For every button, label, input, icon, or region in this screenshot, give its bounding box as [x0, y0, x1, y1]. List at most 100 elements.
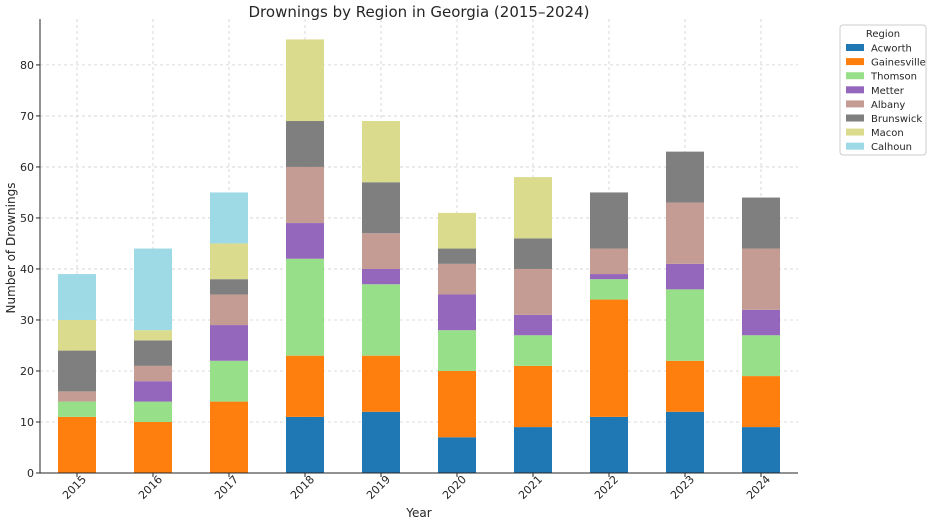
- bar-segment-metter-2022: [590, 274, 628, 280]
- bar-segment-macon-2019: [362, 121, 400, 183]
- y-tick-label: 80: [20, 59, 34, 72]
- legend-label-macon: Macon: [871, 128, 904, 139]
- bar-segment-acworth-2024: [742, 427, 780, 473]
- bar-segment-albany-2023: [666, 202, 704, 264]
- legend-label-albany: Albany: [871, 100, 905, 111]
- bar-segment-metter-2016: [134, 381, 172, 402]
- bar-segment-albany-2016: [134, 365, 172, 382]
- x-tick-label-2016: 2016: [136, 473, 165, 502]
- legend-title: Region: [866, 29, 900, 40]
- y-axis-label: Number of Drownings: [4, 183, 18, 314]
- bar-segment-acworth-2019: [362, 411, 400, 473]
- legend-label-acworth: Acworth: [871, 44, 912, 55]
- bar-segment-thomson-2018: [286, 258, 324, 356]
- y-ticks: 0 10 20 30 40 50 60 70 80: [20, 59, 40, 480]
- x-tick-label-2019: 2019: [364, 473, 393, 502]
- bar-segment-albany-2018: [286, 166, 324, 224]
- bar-segment-albany-2021: [514, 268, 552, 315]
- bar-segment-brunswick-2016: [134, 340, 172, 366]
- bar-segment-gainesville-2024: [742, 376, 780, 428]
- bar-segment-albany-2015: [58, 391, 96, 402]
- bar-segment-acworth-2022: [590, 416, 628, 473]
- legend-label-calhoun: Calhoun: [871, 142, 912, 153]
- bar-segment-brunswick-2017: [210, 279, 248, 295]
- bar-segment-calhoun-2015: [58, 274, 96, 320]
- bar-segment-thomson-2020: [438, 330, 476, 371]
- bar-segment-brunswick-2023: [666, 151, 704, 203]
- y-tick-label: 50: [20, 212, 34, 225]
- chart-title: Drownings by Region in Georgia (2015–202…: [249, 3, 590, 21]
- bar-segment-gainesville-2021: [514, 365, 552, 428]
- bar-segment-macon-2016: [134, 330, 172, 341]
- bar-segment-albany-2022: [590, 248, 628, 275]
- legend-swatch-acworth: [846, 44, 864, 51]
- bar-segment-acworth-2023: [666, 411, 704, 473]
- bar-segment-metter-2017: [210, 325, 248, 361]
- y-tick-label: 0: [27, 467, 34, 480]
- bar-segment-macon-2020: [438, 212, 476, 249]
- bar-segment-brunswick-2020: [438, 248, 476, 264]
- bar-segment-calhoun-2017: [210, 192, 248, 244]
- bar-segment-metter-2023: [666, 263, 704, 290]
- legend-swatch-thomson: [846, 72, 864, 80]
- legend-frame: [839, 24, 927, 156]
- bar-segment-thomson-2023: [666, 289, 704, 361]
- bar-segment-metter-2024: [742, 309, 780, 336]
- y-tick-label: 60: [20, 161, 34, 174]
- bar-segment-brunswick-2021: [514, 238, 552, 269]
- x-tick-label-2021: 2021: [516, 473, 545, 502]
- bar-segment-thomson-2016: [134, 401, 172, 422]
- bar-segment-brunswick-2015: [58, 350, 96, 392]
- bar-segment-gainesville-2016: [134, 421, 172, 473]
- x-tick-label-2015: 2015: [60, 473, 89, 502]
- y-tick-label: 40: [20, 263, 34, 276]
- bar-segment-gainesville-2022: [590, 299, 628, 417]
- bar-segment-gainesville-2019: [362, 355, 400, 412]
- legend-swatch-macon: [846, 128, 864, 136]
- bar-segment-thomson-2022: [590, 279, 628, 300]
- x-ticks: 2015 2016 2017 2018 2019 2020 2021 2022 2023 2024: [60, 473, 773, 502]
- legend-label-thomson: Thomson: [870, 72, 917, 83]
- bar-segment-calhoun-2016: [134, 248, 172, 331]
- y-tick-label: 70: [20, 110, 34, 123]
- x-tick-label-2024: 2024: [744, 473, 773, 502]
- legend-swatch-metter: [846, 86, 864, 94]
- bar-segment-gainesville-2020: [438, 370, 476, 438]
- x-tick-label-2018: 2018: [288, 473, 317, 502]
- legend-swatch-brunswick: [846, 114, 864, 122]
- axes: [39, 19, 798, 474]
- bar-segment-albany-2024: [742, 248, 780, 310]
- bar-segment-brunswick-2019: [362, 182, 400, 234]
- y-tick-label: 10: [20, 416, 34, 429]
- bar-segment-albany-2019: [362, 233, 400, 269]
- bar-segment-metter-2018: [286, 223, 324, 259]
- legend-label-metter: Metter: [871, 86, 905, 97]
- bar-segment-thomson-2021: [514, 335, 552, 366]
- bar-segment-metter-2020: [438, 294, 476, 331]
- bar-segment-gainesville-2023: [666, 360, 704, 412]
- y-tick-label: 20: [20, 365, 34, 378]
- bar-segment-albany-2020: [438, 263, 476, 295]
- bar-segment-metter-2019: [362, 268, 400, 285]
- bar-segment-thomson-2024: [742, 335, 780, 377]
- bar-segment-brunswick-2018: [286, 121, 324, 167]
- legend-swatch-calhoun: [846, 142, 864, 150]
- legend-label-brunswick: Brunswick: [871, 114, 922, 125]
- bar-segment-macon-2017: [210, 243, 248, 280]
- bar-segment-thomson-2015: [58, 401, 96, 417]
- bar-segment-macon-2021: [514, 177, 552, 239]
- legend: Region Acworth Gainesville Thomson Metter Al…: [839, 24, 927, 156]
- bar-segment-gainesville-2017: [210, 401, 248, 473]
- x-tick-label-2022: 2022: [592, 473, 621, 502]
- bar-segment-gainesville-2015: [58, 416, 96, 473]
- bar-segment-thomson-2017: [210, 360, 248, 402]
- x-tick-label-2017: 2017: [212, 473, 241, 502]
- bar-segment-acworth-2021: [514, 427, 552, 473]
- legend-label-gainesville: Gainesville: [871, 58, 926, 69]
- x-tick-label-2020: 2020: [440, 473, 469, 502]
- bar-segment-thomson-2019: [362, 284, 400, 356]
- bars: [58, 39, 780, 473]
- bar-segment-metter-2021: [514, 314, 552, 336]
- bar-segment-macon-2018: [286, 39, 324, 122]
